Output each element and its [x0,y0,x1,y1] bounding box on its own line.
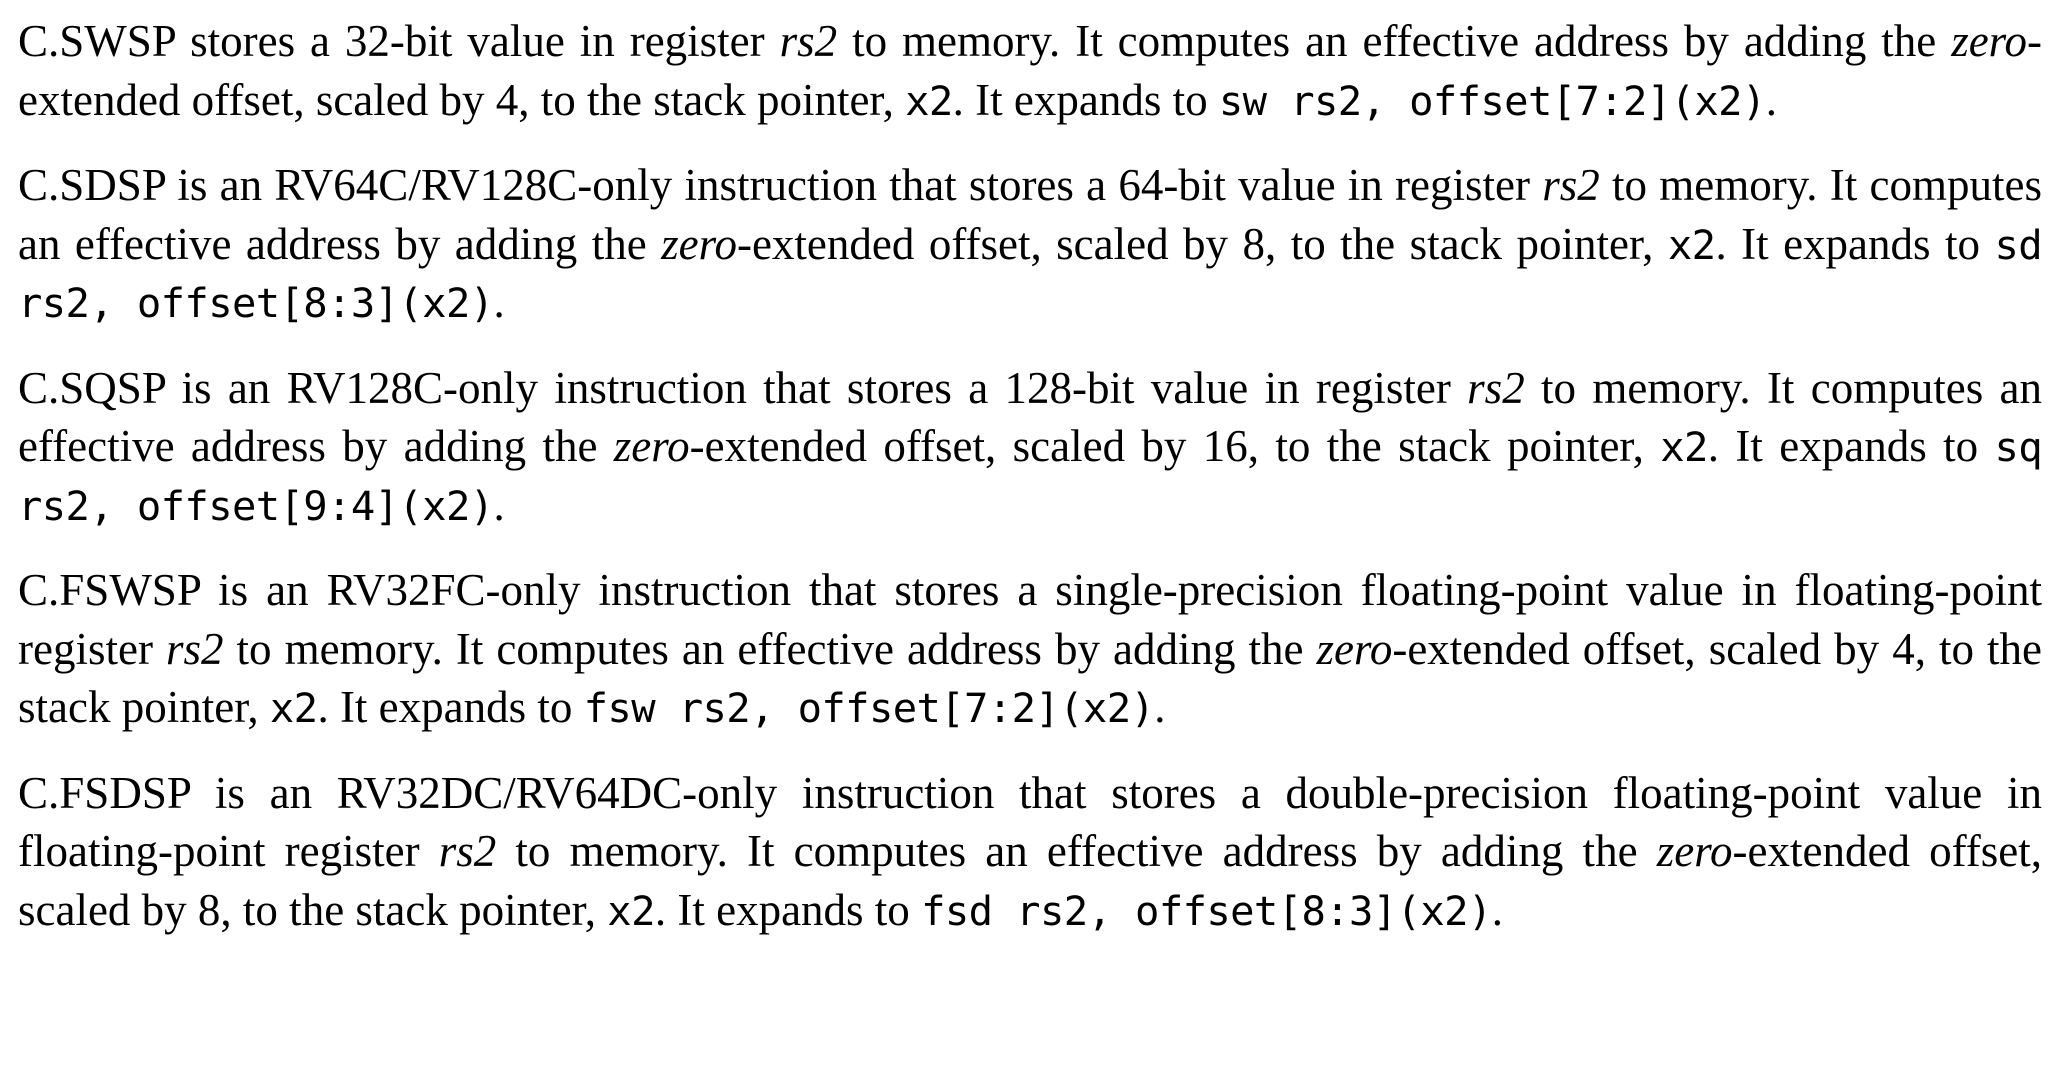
paragraph-c-sdsp: C.SDSP is an RV64C/RV128C-only instructi… [18,156,2043,332]
text-run: to memory. It computes an effective addr… [18,160,2042,269]
inline-code: fsw rs2, offset[7:2](x2) [583,684,1155,732]
italic-term: rs2 [1467,362,1525,413]
inline-code: sw rs2, offset[7:2](x2) [1218,76,1766,125]
text-run: C.SWSP stores a 32-bit value in register [18,16,780,66]
text-run: -extended offset, scaled by 4, to the st… [18,16,2043,125]
inline-code: x2 [607,886,655,935]
italic-term: zero [661,218,737,269]
text-run: C.SDSP is an RV64C/RV128C-only instructi… [18,160,1543,210]
italic-term: rs2 [165,623,224,674]
text-run: . [493,277,505,327]
text-run: C.FSDSP is an RV32DC/RV64DC-only instruc… [18,767,2042,877]
text-run: -extended offset, scaled by 8, to the st… [736,218,1668,269]
inline-code: x2 [1660,423,1708,471]
text-run: . [1491,884,1503,935]
paragraph-c-fswsp: C.FSWSP is an RV32FC-only instruction th… [18,561,2042,737]
inline-code: x2 [905,76,953,125]
italic-term: zero [1951,16,2028,66]
inline-code: x2 [1667,220,1716,269]
paragraph-c-fsdsp: C.FSDSP is an RV32DC/RV64DC-only instruc… [18,764,2042,940]
text-run: . It expands to [1715,218,1995,269]
italic-term: zero [1656,826,1733,876]
text-run: to memory. It computes an effective addr… [223,623,1317,674]
paragraphs-container: C.SWSP stores a 32-bit value in register… [18,12,2043,940]
italic-term: rs2 [438,826,497,876]
paragraph-c-sqsp: C.SQSP is an RV128C-only instruction tha… [18,359,2043,535]
italic-term: rs2 [779,16,838,66]
text-run: C.SQSP is an RV128C-only instruction tha… [18,362,1468,413]
text-run: . It expands to [654,884,922,935]
inline-code: fsd rs2, offset[8:3](x2) [921,886,1492,935]
text-run: . It expands to [1707,421,1995,471]
paragraph-c-swsp: C.SWSP stores a 32-bit value in register… [18,12,2042,129]
inline-code: sq rs2, offset[9:4](x2) [18,423,2043,530]
text-run: . [493,479,505,530]
text-run: to memory. It computes an effective addr… [837,16,1952,66]
text-run: C.FSWSP is an RV32FC-only instruction th… [18,565,2042,674]
text-run: -extended offset, scaled by 16, to the s… [689,421,1661,471]
inline-code: x2 [269,684,318,732]
text-run: . [1765,74,1777,125]
italic-term: zero [1316,623,1393,674]
text-run: . [1154,682,1166,732]
inline-code: sd rs2, offset[8:3](x2) [18,220,2043,328]
text-run: to memory. It computes an effective addr… [496,826,1657,876]
italic-term: rs2 [1542,160,1600,210]
text-run: -extended offset, scaled by 8, to the st… [18,826,2042,935]
italic-term: zero [613,421,690,471]
text-run: . It expands to [317,682,584,732]
text-run: . It expands to [952,74,1219,125]
text-run: to memory. It computes an effective addr… [18,362,2043,472]
text-run: -extended offset, scaled by 4, to the st… [18,623,2042,733]
